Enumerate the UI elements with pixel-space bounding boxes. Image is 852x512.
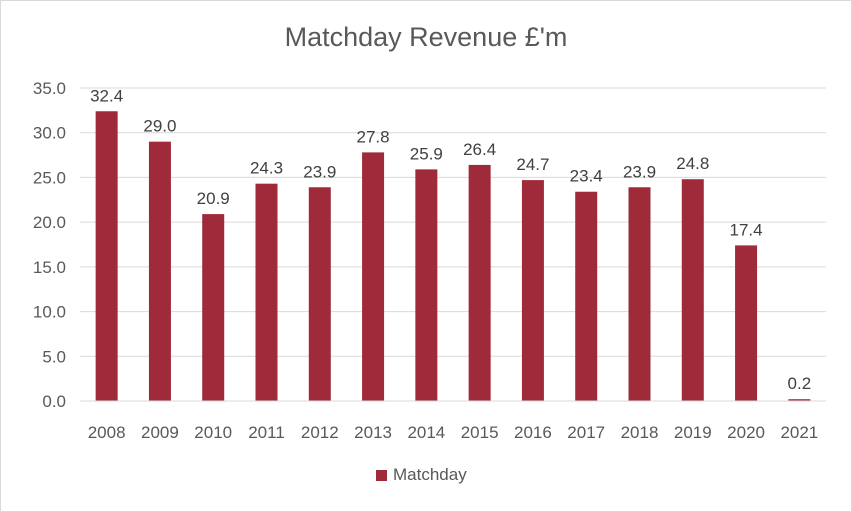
data-label: 23.9: [303, 162, 336, 181]
data-label: 24.7: [516, 155, 549, 174]
bar: [415, 169, 438, 401]
bar: [468, 164, 491, 401]
y-tick-label: 35.0: [33, 79, 66, 98]
x-tick-label: 2014: [407, 423, 445, 442]
x-tick-label: 2018: [621, 423, 659, 442]
x-tick-label: 2011: [248, 423, 285, 442]
data-label: 32.4: [90, 86, 123, 105]
y-tick-label: 30.0: [33, 124, 66, 143]
y-tick-label: 25.0: [33, 168, 66, 187]
data-label: 24.3: [250, 159, 283, 178]
bar: [575, 191, 598, 401]
y-tick-label: 5.0: [42, 347, 66, 366]
bar: [308, 187, 331, 401]
legend-swatch-matchday: [376, 469, 387, 481]
legend-label-matchday: Matchday: [393, 465, 467, 484]
x-tick-label: 2020: [727, 423, 765, 442]
chart-title: Matchday Revenue £'m: [284, 22, 568, 52]
bar: [521, 180, 544, 401]
data-label: 24.8: [676, 154, 709, 173]
y-tick-label: 0.0: [42, 392, 66, 411]
data-label: 25.9: [410, 144, 443, 163]
bar: [148, 141, 171, 401]
x-tick-label: 2021: [780, 423, 818, 442]
data-label: 0.2: [788, 374, 812, 393]
data-label: 29.0: [143, 117, 176, 136]
bar: [255, 183, 278, 401]
bar: [362, 152, 385, 401]
x-tick-label: 2013: [354, 423, 392, 442]
x-tick-label: 2016: [514, 423, 552, 442]
x-tick-label: 2010: [194, 423, 232, 442]
y-tick-label: 10.0: [33, 303, 66, 322]
x-tick-label: 2008: [88, 423, 126, 442]
bar: [788, 399, 811, 401]
data-label: 17.4: [730, 220, 763, 239]
bar: [628, 187, 651, 401]
bar: [735, 245, 758, 401]
legend: Matchday: [376, 464, 467, 486]
data-label: 23.9: [623, 162, 656, 181]
bar: [202, 214, 225, 401]
x-tick-label: 2019: [674, 423, 712, 442]
x-tick-label: 2009: [141, 423, 179, 442]
data-label: 20.9: [197, 189, 230, 208]
data-label: 23.4: [570, 167, 603, 186]
data-label: 26.4: [463, 140, 496, 159]
x-tick-label: 2012: [301, 423, 339, 442]
data-label: 27.8: [357, 127, 390, 146]
bar: [681, 179, 704, 401]
y-tick-label: 20.0: [33, 213, 66, 232]
bar: [95, 111, 118, 401]
y-tick-label: 15.0: [33, 258, 66, 277]
x-tick-label: 2015: [461, 423, 499, 442]
x-tick-label: 2017: [567, 423, 605, 442]
